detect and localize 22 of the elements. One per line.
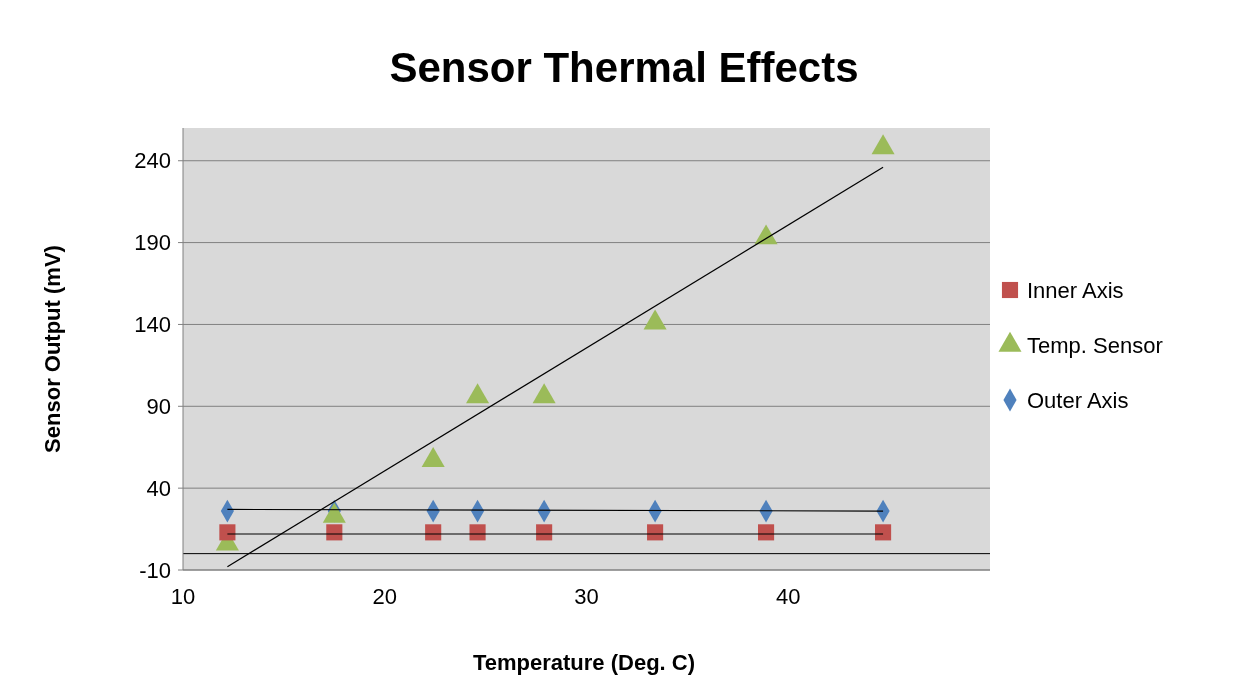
point: [466, 383, 490, 404]
point: [643, 309, 667, 330]
point: [871, 134, 895, 155]
y-tick-label: 40: [146, 475, 171, 501]
x-axis-title: Temperature (Deg. C): [472, 650, 696, 675]
y-tick-label: 140: [134, 312, 171, 338]
y-tick-label: 240: [134, 148, 171, 174]
x-tick-label: 30: [574, 584, 599, 609]
y-tick-label: -10: [139, 557, 171, 583]
y-tick-label: 190: [134, 230, 171, 256]
chart-title: Sensor Thermal Effects: [389, 44, 859, 91]
y-axis-title: Sensor Output (mV): [40, 245, 65, 453]
y-tick-label: 90: [146, 394, 171, 419]
point: [875, 524, 892, 541]
legend-label: Temp. Sensor: [1027, 332, 1163, 358]
legend-label: Outer Axis: [1027, 387, 1129, 413]
point: [532, 383, 556, 404]
legend-label: Inner Axis: [1027, 277, 1124, 303]
x-tick-label: 20: [372, 584, 397, 609]
x-tick-label: 40: [776, 584, 801, 609]
point: [219, 524, 236, 541]
x-tick-label: 10: [170, 584, 196, 609]
